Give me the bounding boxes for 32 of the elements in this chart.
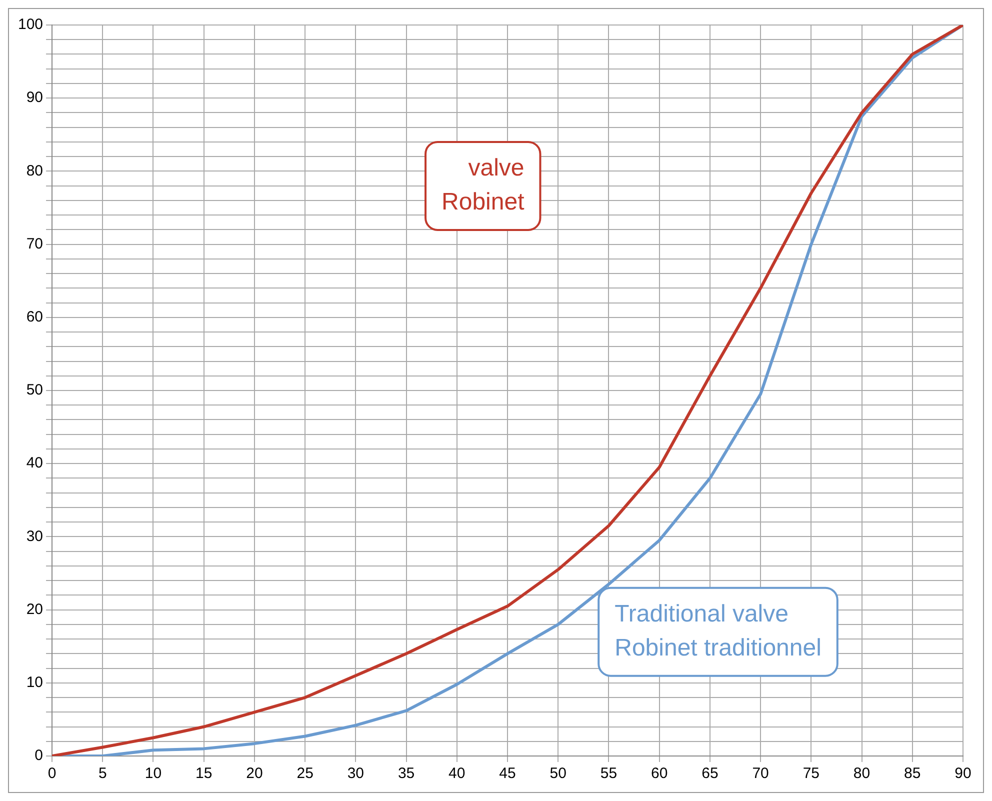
series-label: Traditional valve Robinet traditionnel — [614, 600, 822, 662]
x-tick-label: 65 — [702, 765, 718, 782]
x-tick-label: 25 — [296, 765, 314, 782]
y-tick-label: 10 — [26, 674, 44, 692]
y-tick-label: 90 — [26, 89, 44, 106]
x-tick-label: 70 — [752, 765, 769, 782]
x-tick-label: 20 — [246, 765, 263, 782]
x-tick-label: 75 — [802, 765, 820, 782]
x-tick-label: 55 — [600, 765, 618, 782]
x-tick-label: 80 — [853, 765, 870, 782]
x-tick-label: 5 — [98, 765, 107, 782]
x-tick-label: 50 — [550, 765, 566, 782]
x-tick-label: 15 — [196, 765, 212, 782]
y-tick-label: 80 — [26, 162, 44, 180]
x-tick-label: 45 — [499, 765, 516, 782]
y-tick-label: 0 — [34, 747, 44, 764]
x-tick-label: 85 — [904, 765, 921, 782]
y-tick-label: 70 — [26, 235, 44, 252]
text: valve Robinet — [442, 154, 525, 216]
y-tick-label: 40 — [26, 454, 44, 472]
x-tick-label: 40 — [448, 765, 466, 782]
y-tick-label: 100 — [18, 16, 44, 34]
y-tick-label: 50 — [26, 382, 44, 399]
x-tick-label: 30 — [347, 765, 364, 782]
y-tick-label: 20 — [26, 600, 44, 618]
x-tick-label: 90 — [954, 765, 972, 782]
x-tick-label: 35 — [398, 765, 415, 782]
y-tick-label: 60 — [26, 308, 44, 326]
y-tick-label: 30 — [26, 528, 44, 545]
x-tick-label: 0 — [48, 765, 56, 782]
x-tick-label: 10 — [144, 765, 162, 782]
x-tick-label: 60 — [651, 765, 668, 782]
